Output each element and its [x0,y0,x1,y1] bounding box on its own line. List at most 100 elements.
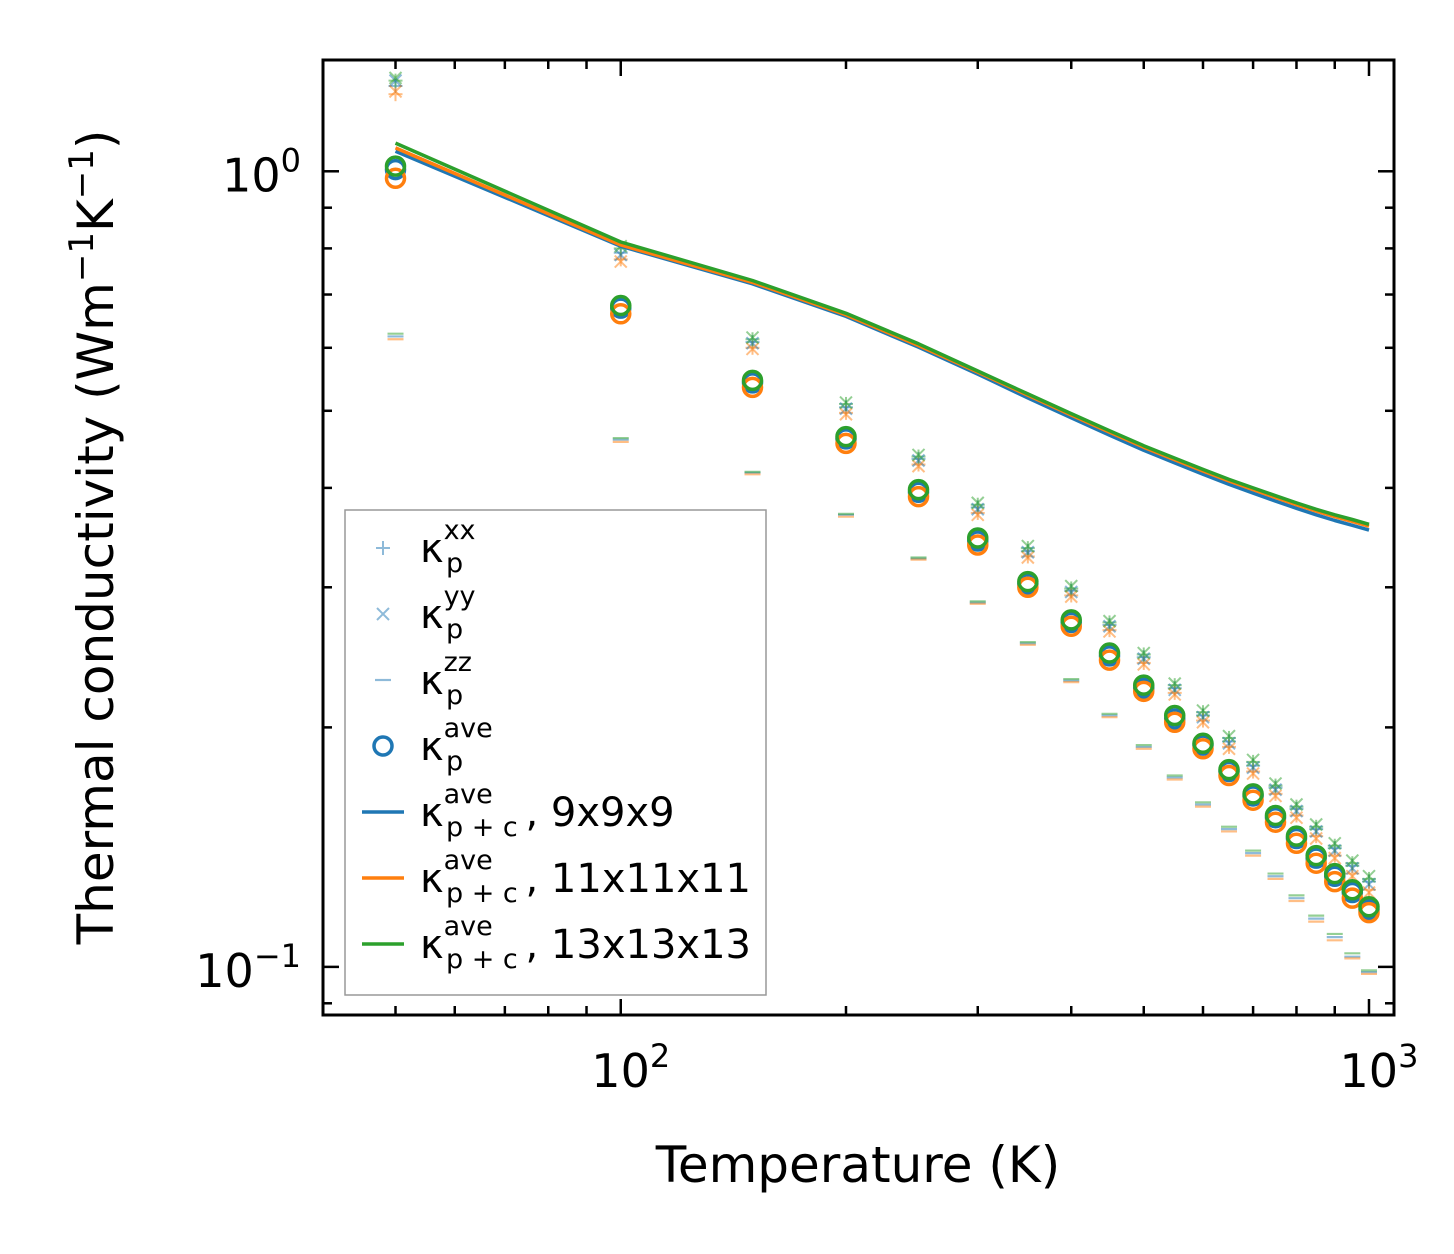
point-ave-11x11x11-200 [835,432,857,455]
axis-ticks [321,60,1394,1015]
point-yy-13x13x13-50 [388,71,403,85]
series-yy-13x13x13 [388,71,1376,883]
point-yy-9x9x9-350 [1021,545,1035,559]
point-yy-13x13x13-350 [1021,539,1035,553]
legend-label: κave p + c, 11x11x11 [420,845,751,909]
point-yy-9x9x9-250 [911,453,926,468]
point-ave-13x13x13-700 [1242,783,1264,805]
legend-item-3: κzz p [375,647,472,711]
series-zz-13x13x13 [387,332,1377,972]
point-yy-9x9x9-150 [745,336,760,350]
point-ave-13x13x13-200 [835,425,857,448]
point-yy-13x13x13-250 [911,448,926,462]
point-ave-11x11x11-400 [1060,615,1082,638]
point-ave-13x13x13-650 [1218,758,1240,781]
point-ave-13x13x13-500 [1132,674,1155,696]
point-yy-13x13x13-800 [1289,797,1304,812]
x-axis-label: Temperature (K) [655,1136,1060,1194]
point-ave-11x11x11-100 [610,303,632,325]
point-yy-11x11x11-800 [1289,810,1304,825]
point-yy-11x11x11-650 [1222,742,1236,756]
point-ave-11x11x11-800 [1285,832,1308,855]
point-yy-13x13x13-500 [1137,646,1151,660]
point-yy-13x13x13-150 [745,330,760,345]
plot-marks [384,71,1380,975]
point-ave-11x11x11-900 [1324,870,1346,893]
point-yy-11x11x11-400 [1064,589,1078,604]
point-ave-13x13x13-1000 [1358,896,1380,918]
point-yy-11x11x11-250 [911,459,926,473]
point-ave-11x11x11-450 [1098,649,1121,671]
series-total-13x13x13 [394,141,1370,526]
point-yy-13x13x13-450 [1102,614,1117,628]
point-yy-11x11x11-700 [1246,766,1260,781]
point-yy-9x9x9-750 [1268,782,1283,797]
legend-label: κyy p [420,581,476,645]
point-yy-13x13x13-600 [1196,703,1210,718]
point-ave-11x11x11-150 [741,376,764,399]
y-axis-label: Thermal conductivity (Wm−1K−1) [62,130,125,946]
legend-item-2: κyy p [376,581,476,645]
point-ave-13x13x13-800 [1285,825,1308,847]
point-yy-9x9x9-450 [1102,619,1117,633]
legend-marker-yy [376,607,390,621]
point-ave-11x11x11-850 [1305,852,1327,874]
plot-frame [321,58,1396,1017]
point-ave-11x11x11-250 [907,485,930,508]
legend-label: κave p + c, 13x13x13 [420,911,751,975]
legend-label: κzz p [420,647,472,711]
point-ave-13x13x13-850 [1305,844,1327,867]
series-ave-13x13x13 [384,155,1380,918]
point-yy-9x9x9-550 [1168,683,1182,697]
series-zz-11x11x11 [387,338,1377,975]
point-yy-9x9x9-500 [1137,651,1151,666]
legend-marker-xx [376,541,390,555]
legend-item-7: κave p + c, 13x13x13 [362,911,751,975]
x-tick-label-100: 102 [591,1037,670,1098]
point-yy-9x9x9-300 [971,502,985,516]
point-yy-11x11x11-600 [1196,715,1210,729]
point-yy-11x11x11-500 [1137,657,1151,672]
point-ave-13x13x13-300 [967,527,989,549]
point-yy-13x13x13-750 [1268,776,1283,791]
point-ave-13x13x13-600 [1192,732,1214,755]
point-ave-13x13x13-400 [1060,609,1082,631]
point-ave-11x11x11-550 [1163,711,1186,733]
point-ave-11x11x11-300 [967,534,989,556]
series-zz-9x9x9 [387,335,1377,974]
point-yy-13x13x13-900 [1328,836,1342,851]
legend-label: κave p [420,713,493,777]
legend-item-1: κxx p [376,515,476,579]
series-ave-11x11x11 [384,167,1380,924]
total-line-13x13x13 [394,141,1370,526]
point-ave-11x11x11-650 [1218,764,1240,787]
point-yy-11x11x11-100 [614,254,628,269]
point-yy-11x11x11-200 [839,407,853,421]
point-yy-11x11x11-1000 [1362,885,1376,900]
point-ave-13x13x13-250 [907,478,930,501]
point-ave-11x11x11-700 [1242,789,1264,811]
y-tick-label-1: 100 [222,141,301,202]
legend-label: κave p + c, 9x9x9 [420,779,675,843]
point-yy-11x11x11-450 [1102,624,1117,639]
tick-labels: 102 103 100 10−1 [195,141,1418,1098]
point-ave-13x13x13-550 [1163,704,1186,727]
point-yy-13x13x13-300 [971,496,985,510]
legend-item-5: κave p + c, 9x9x9 [362,779,675,843]
legend-label: κxx p [420,515,476,579]
point-ave-13x13x13-350 [1017,570,1039,593]
point-yy-11x11x11-50 [388,84,403,99]
point-yy-11x11x11-750 [1268,789,1283,803]
point-ave-13x13x13-50 [384,155,407,177]
series-yy-11x11x11 [388,84,1376,900]
legend-item-6: κave p + c, 11x11x11 [362,845,751,909]
point-yy-13x13x13-400 [1064,579,1078,593]
point-yy-11x11x11-150 [745,342,760,356]
point-ave-13x13x13-150 [741,369,764,392]
point-yy-9x9x9-50 [388,73,403,88]
legend-marker-ave [372,735,394,757]
point-yy-9x9x9-400 [1064,585,1078,599]
y-tick-label-0.1: 10−1 [195,937,301,998]
